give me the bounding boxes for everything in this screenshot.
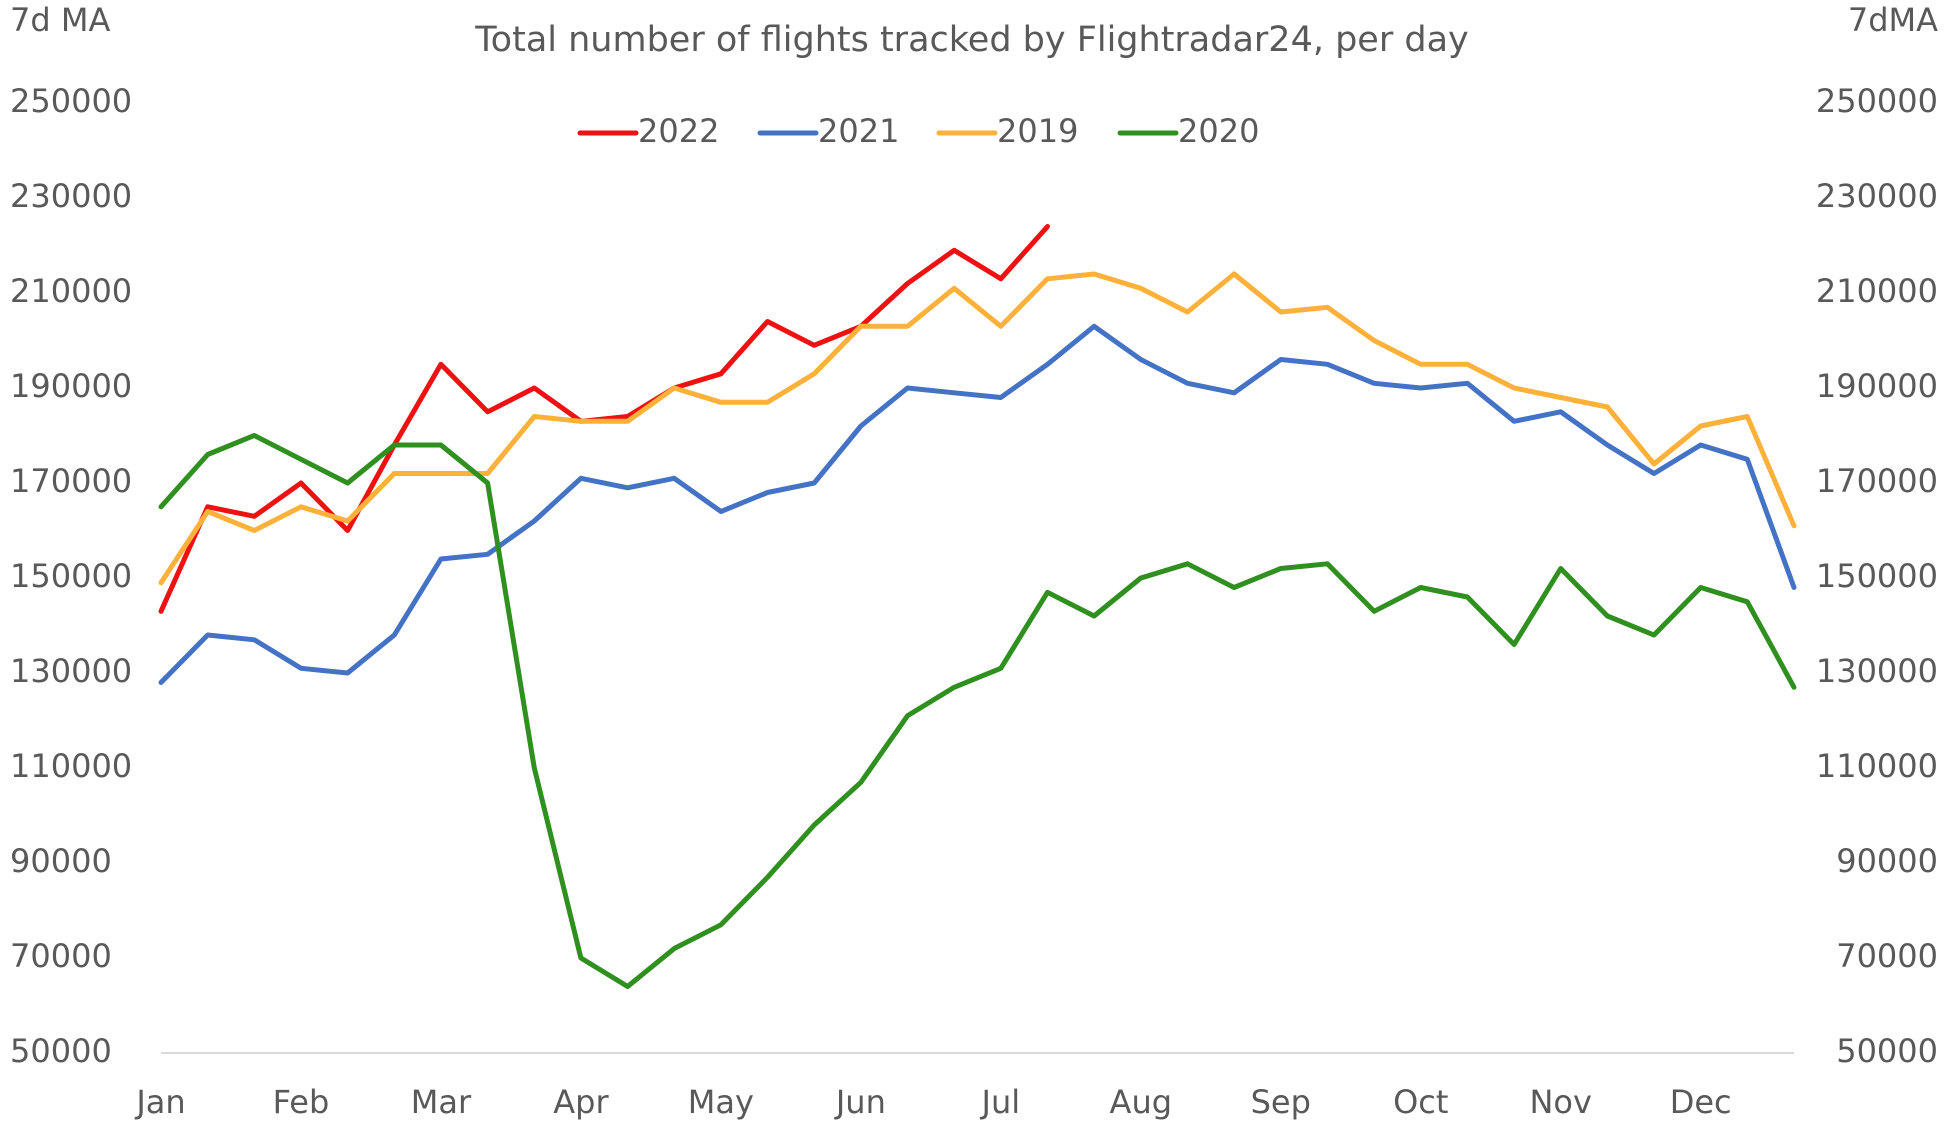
series-line bbox=[158, 323, 1797, 685]
x-tick-label: Mar bbox=[411, 1083, 472, 1121]
y-tick-label: 190000 bbox=[10, 367, 132, 405]
y-axis-title: 7d MA bbox=[10, 1, 110, 39]
y2-tick-label: 150000 bbox=[1816, 557, 1938, 595]
x-tick-label: Jun bbox=[834, 1083, 886, 1121]
x-tick-label: Apr bbox=[553, 1083, 609, 1121]
legend-label: 2019 bbox=[997, 112, 1078, 150]
y-tick-label: 250000 bbox=[10, 82, 132, 120]
y2-tick-label: 190000 bbox=[1816, 367, 1938, 405]
legend-label: 2021 bbox=[818, 112, 899, 150]
y2-tick-label: 50000 bbox=[1836, 1032, 1938, 1070]
y-tick-label: 90000 bbox=[10, 842, 112, 880]
y-tick-label: 70000 bbox=[10, 937, 112, 975]
y2-tick-label: 250000 bbox=[1816, 82, 1938, 120]
y-tick-label: 170000 bbox=[10, 462, 132, 500]
x-tick-label: Nov bbox=[1529, 1083, 1591, 1121]
x-tick-label: Aug bbox=[1110, 1083, 1172, 1121]
x-tick-label: May bbox=[688, 1083, 754, 1121]
y-tick-label: 230000 bbox=[10, 177, 132, 215]
x-tick-label: Oct bbox=[1393, 1083, 1448, 1121]
y2-axis-title: 7dMA bbox=[1848, 1, 1938, 39]
x-tick-label: Jul bbox=[980, 1083, 1021, 1121]
x-tick-label: Dec bbox=[1670, 1083, 1732, 1121]
series-line bbox=[158, 433, 1797, 989]
y2-tick-label: 210000 bbox=[1816, 272, 1938, 310]
legend-label: 2022 bbox=[638, 112, 719, 150]
x-tick-label: Sep bbox=[1251, 1083, 1311, 1121]
series-line bbox=[158, 271, 1797, 586]
y-tick-label: 110000 bbox=[10, 747, 132, 785]
y-tick-label: 150000 bbox=[10, 557, 132, 595]
y2-tick-label: 170000 bbox=[1816, 462, 1938, 500]
legend-label: 2020 bbox=[1178, 112, 1259, 150]
chart-title: Total number of flights tracked by Fligh… bbox=[474, 20, 1468, 60]
y-tick-label: 130000 bbox=[10, 652, 132, 690]
y2-tick-label: 130000 bbox=[1816, 652, 1938, 690]
y2-tick-label: 230000 bbox=[1816, 177, 1938, 215]
y2-tick-label: 70000 bbox=[1836, 937, 1938, 975]
x-tick-label: Jan bbox=[134, 1083, 185, 1121]
y2-tick-label: 90000 bbox=[1836, 842, 1938, 880]
x-tick-label: Feb bbox=[273, 1083, 330, 1121]
y2-tick-label: 110000 bbox=[1816, 747, 1938, 785]
y-tick-label: 50000 bbox=[10, 1032, 112, 1070]
y-tick-label: 210000 bbox=[10, 272, 132, 310]
